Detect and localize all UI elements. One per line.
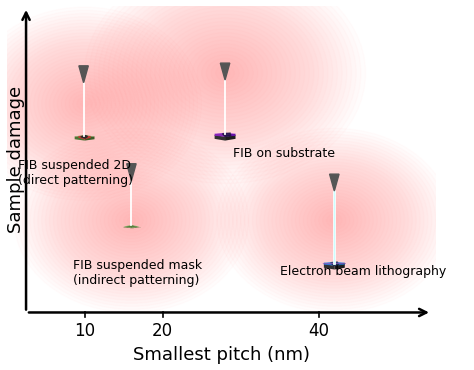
Polygon shape xyxy=(215,133,236,135)
Polygon shape xyxy=(334,264,345,269)
Text: FIB suspended mask
(indirect patterning): FIB suspended mask (indirect patterning) xyxy=(73,259,202,287)
Polygon shape xyxy=(324,263,334,266)
Polygon shape xyxy=(329,174,339,191)
Polygon shape xyxy=(215,133,236,137)
Polygon shape xyxy=(78,136,91,139)
Text: Sample damage: Sample damage xyxy=(7,85,25,233)
Polygon shape xyxy=(215,134,225,137)
X-axis label: Smallest pitch (nm): Smallest pitch (nm) xyxy=(133,346,310,364)
Text: FIB on substrate: FIB on substrate xyxy=(233,147,335,160)
Polygon shape xyxy=(215,135,225,141)
Polygon shape xyxy=(334,263,345,266)
Polygon shape xyxy=(334,263,346,264)
Polygon shape xyxy=(324,262,345,263)
Text: Electron beam lithography: Electron beam lithography xyxy=(280,265,446,278)
Polygon shape xyxy=(75,137,84,141)
Polygon shape xyxy=(79,66,88,83)
Polygon shape xyxy=(331,262,338,265)
Polygon shape xyxy=(323,263,334,264)
Polygon shape xyxy=(123,225,139,228)
Polygon shape xyxy=(225,135,236,141)
Polygon shape xyxy=(127,164,136,181)
Polygon shape xyxy=(324,264,334,269)
Polygon shape xyxy=(75,135,94,138)
Polygon shape xyxy=(225,134,236,137)
Polygon shape xyxy=(84,137,94,141)
Text: FIB suspended 2D
(direct patterning): FIB suspended 2D (direct patterning) xyxy=(18,159,133,187)
Polygon shape xyxy=(220,63,230,80)
Polygon shape xyxy=(222,133,231,137)
Polygon shape xyxy=(324,262,345,266)
Polygon shape xyxy=(81,135,88,138)
